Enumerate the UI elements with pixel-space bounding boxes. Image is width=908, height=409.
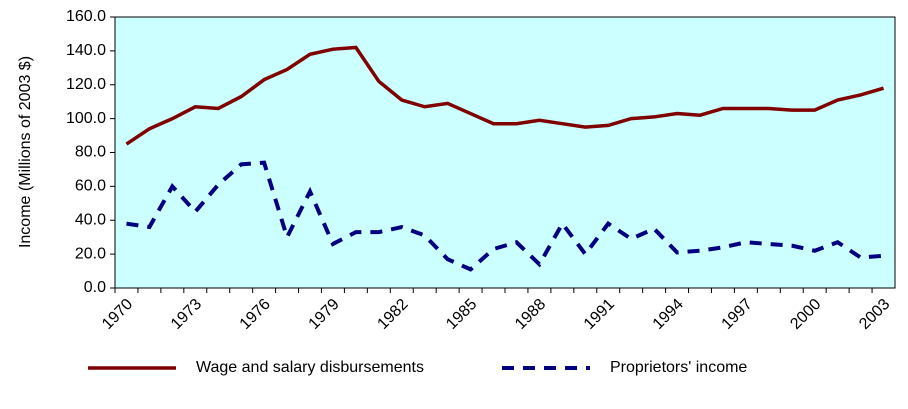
- y-tick-label: 120.0: [66, 76, 106, 93]
- x-tick-label: 1985: [443, 296, 480, 333]
- y-tick-label: 100.0: [66, 110, 106, 127]
- series-line: [126, 160, 884, 272]
- y-tick-label: 140.0: [66, 42, 106, 59]
- plot-area: [114, 16, 896, 289]
- y-tick-label: 20.0: [75, 245, 106, 262]
- y-axis-label: Income (Millions of 2003 $): [17, 56, 34, 248]
- x-tick-label: 1988: [512, 296, 549, 333]
- x-tick-label: 1979: [306, 296, 343, 333]
- y-tick-label: 80.0: [75, 144, 106, 161]
- x-tick-label: 1982: [374, 296, 411, 333]
- series-line: [125, 45, 885, 146]
- x-tick-label: 1994: [650, 296, 687, 333]
- x-tick-label: 1976: [237, 296, 274, 333]
- x-tick-label: 1997: [719, 296, 756, 333]
- y-tick-label: 0.0: [84, 279, 106, 296]
- x-tick-label: 2003: [856, 296, 893, 333]
- x-tick-label: 1991: [581, 296, 618, 333]
- x-tick-label: 2000: [787, 296, 824, 333]
- y-tick-label: 40.0: [75, 211, 106, 228]
- legend-label: Proprietors' income: [610, 359, 747, 376]
- x-tick-label: 1970: [99, 296, 136, 333]
- y-tick-label: 60.0: [75, 178, 106, 195]
- x-tick-label: 1973: [168, 296, 205, 333]
- legend-label: Wage and salary disbursements: [196, 359, 424, 376]
- y-tick-label: 160.0: [66, 8, 106, 25]
